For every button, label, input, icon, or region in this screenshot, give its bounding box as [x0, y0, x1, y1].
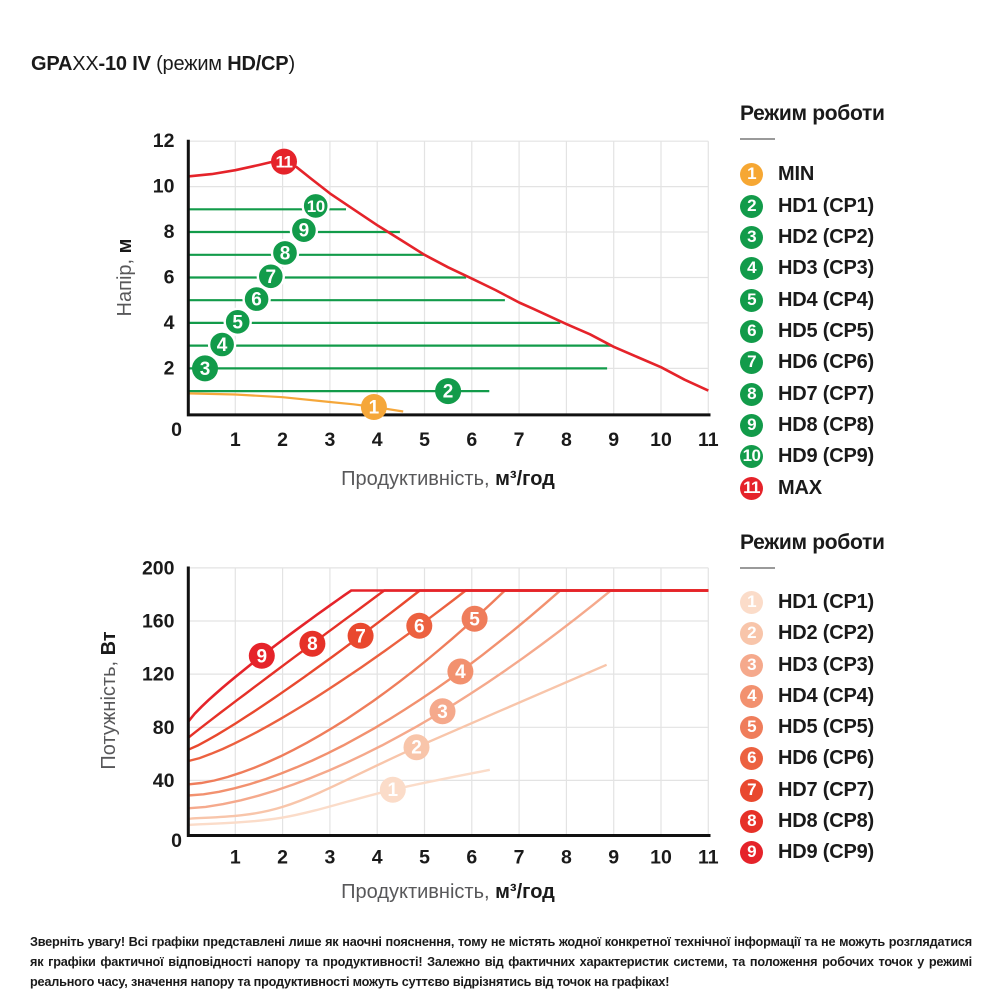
svg-text:200: 200	[142, 557, 175, 579]
svg-text:9: 9	[608, 847, 619, 869]
svg-text:7: 7	[266, 267, 277, 288]
svg-text:10: 10	[650, 429, 672, 451]
svg-text:Потужність, Вт: Потужність, Вт	[98, 631, 120, 769]
svg-text:40: 40	[153, 770, 175, 792]
svg-text:6: 6	[164, 267, 175, 289]
svg-text:8: 8	[561, 847, 572, 869]
svg-text:7: 7	[355, 626, 366, 647]
svg-text:1: 1	[230, 847, 241, 869]
svg-text:5: 5	[469, 609, 480, 630]
svg-text:11: 11	[698, 429, 719, 451]
svg-text:2: 2	[411, 738, 422, 759]
svg-text:1: 1	[388, 780, 399, 801]
svg-text:3: 3	[324, 847, 335, 869]
svg-text:9: 9	[257, 646, 268, 667]
svg-text:4: 4	[164, 312, 175, 334]
svg-text:6: 6	[414, 616, 425, 637]
svg-text:11: 11	[276, 153, 293, 172]
svg-text:5: 5	[232, 312, 243, 333]
svg-text:10: 10	[650, 847, 672, 869]
svg-text:3: 3	[437, 702, 448, 723]
svg-text:3: 3	[324, 429, 335, 451]
svg-text:2: 2	[164, 357, 175, 379]
svg-text:7: 7	[514, 429, 525, 451]
svg-text:8: 8	[164, 221, 175, 243]
svg-text:8: 8	[307, 634, 318, 655]
svg-text:Напір, м: Напір, м	[114, 239, 136, 317]
svg-text:1: 1	[369, 398, 380, 419]
svg-text:2: 2	[443, 382, 454, 403]
svg-text:7: 7	[514, 847, 525, 869]
svg-text:6: 6	[251, 290, 262, 311]
svg-text:5: 5	[419, 429, 430, 451]
svg-text:10: 10	[307, 197, 325, 216]
svg-text:6: 6	[466, 847, 477, 869]
svg-text:8: 8	[280, 243, 291, 264]
svg-text:120: 120	[142, 664, 175, 686]
svg-text:9: 9	[299, 221, 310, 242]
svg-text:6: 6	[466, 429, 477, 451]
svg-text:9: 9	[608, 429, 619, 451]
svg-text:80: 80	[153, 717, 175, 739]
svg-text:1: 1	[230, 429, 241, 451]
svg-text:10: 10	[153, 176, 175, 198]
svg-text:Продуктивність, м³/год: Продуктивність, м³/год	[341, 468, 555, 490]
svg-text:12: 12	[153, 130, 175, 152]
svg-text:0: 0	[171, 830, 182, 852]
svg-text:4: 4	[372, 847, 383, 869]
svg-text:160: 160	[142, 611, 175, 633]
svg-text:11: 11	[698, 847, 719, 869]
svg-text:2: 2	[277, 429, 288, 451]
svg-text:3: 3	[200, 359, 211, 380]
svg-text:2: 2	[277, 847, 288, 869]
svg-text:4: 4	[372, 429, 383, 451]
svg-text:4: 4	[217, 335, 228, 356]
svg-text:Продуктивність, м³/год: Продуктивність, м³/год	[341, 881, 555, 903]
svg-text:4: 4	[455, 662, 466, 683]
svg-text:8: 8	[561, 429, 572, 451]
svg-text:0: 0	[171, 419, 182, 441]
svg-text:5: 5	[419, 847, 430, 869]
